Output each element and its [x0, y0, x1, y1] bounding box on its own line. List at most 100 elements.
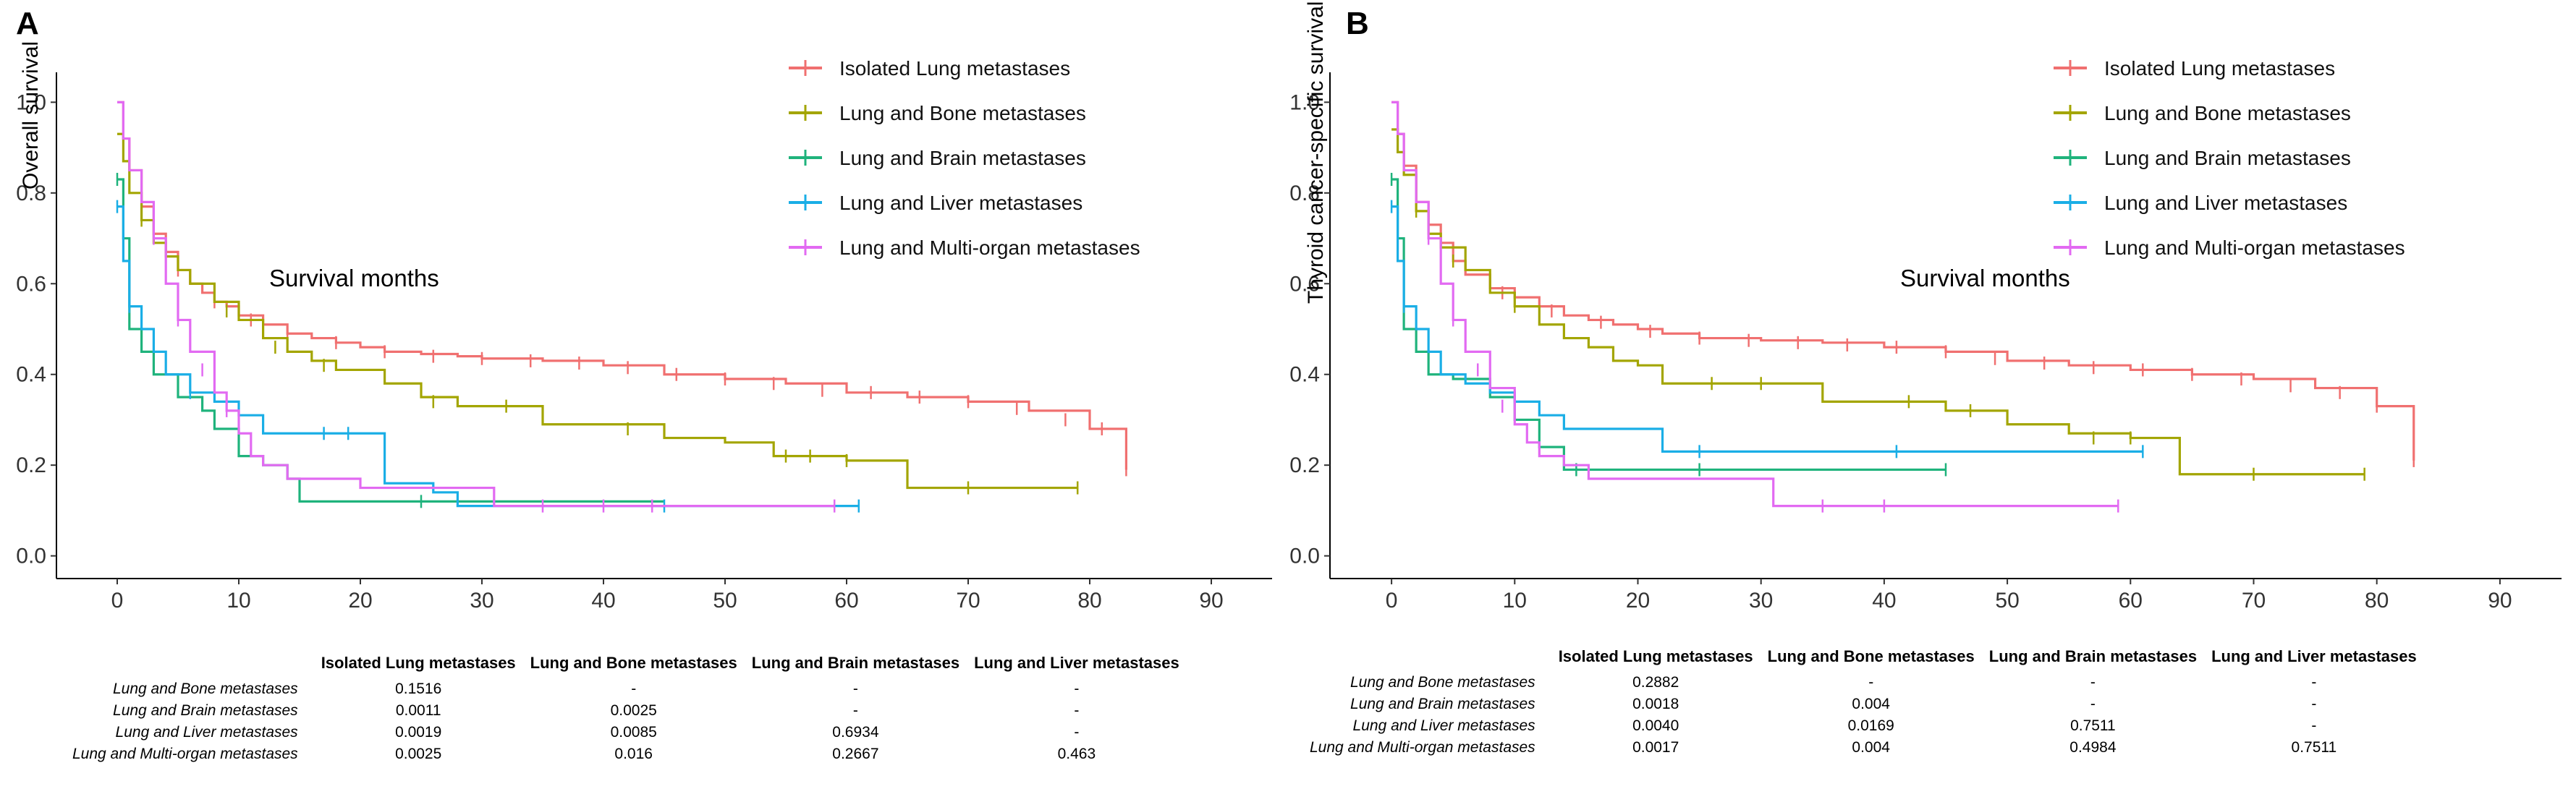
y-tick-label: 0.6 [1289, 272, 1320, 296]
x-tick-label: 40 [591, 589, 615, 613]
row-header: Lung and Brain metastases [113, 702, 298, 719]
table-cell: 0.0019 [395, 724, 442, 741]
table-corner [1302, 647, 1551, 672]
table-cell: - [1074, 724, 1080, 741]
table-row: Lung and Multi-organ metastases 0.0017 0… [1302, 737, 2424, 759]
column-header: Isolated Lung metastases [1558, 647, 1753, 665]
km-curve-isolated [117, 101, 1127, 470]
table-row: Lung and Liver metastases 0.0019 0.0085 … [65, 722, 1187, 743]
column-header: Lung and Brain metastases [1988, 647, 2198, 665]
table-cell: 0.7511 [2070, 717, 2116, 734]
x-tick-label: 20 [1626, 589, 1650, 613]
table-cell: 0.0085 [610, 724, 657, 741]
table-cell: 0.4984 [2069, 739, 2117, 756]
km-curve-brain [117, 178, 664, 503]
table-cell: 0.0018 [1632, 696, 1679, 712]
table-cell: 0.0017 [1632, 739, 1679, 756]
table-cell: 0.0025 [395, 746, 442, 762]
row-header: Lung and Multi-organ metastases [72, 746, 298, 762]
x-tick-label: 80 [1077, 589, 1101, 613]
legend-label: Lung and Liver metastases [2104, 192, 2347, 214]
x-tick-label: 70 [2242, 589, 2266, 613]
x-tick-label: 60 [2119, 589, 2143, 613]
x-tick-label: 20 [348, 589, 372, 613]
km-curve-bone [1391, 128, 2365, 476]
x-tick-label: 50 [713, 589, 737, 613]
y-tick-label: 0.6 [16, 272, 46, 296]
x-tick-label: 90 [2488, 589, 2512, 613]
x-tick-label: 0 [111, 589, 124, 613]
pvalue-table-a: Isolated Lung metastases Lung and Bone m… [65, 654, 1187, 765]
table-cell: - [2090, 696, 2096, 712]
y-axis-label-b: Thyroid cancer-specific survival [1304, 1, 1328, 304]
table-cell: 0.004 [1852, 696, 1890, 712]
legend-label: Lung and Bone metastases [839, 102, 1086, 124]
table-row: Lung and Multi-organ metastases 0.0025 0… [65, 743, 1187, 765]
column-header: Lung and Brain metastases [751, 654, 960, 672]
table-cell: - [2311, 674, 2317, 691]
x-tick-label: 50 [1995, 589, 2019, 613]
table-cell: - [852, 702, 858, 719]
table-cell: 0.1516 [395, 681, 442, 697]
panel-b: B 0.0 0.2 0.4 0.6 0.8 1.0 0 10 20 30 40 50 60 70 80 90 I… [1288, 0, 2576, 789]
x-axis-label-b: Survival months [1900, 265, 2070, 291]
panel-a: A 0.0 0.2 0.4 0.6 0.8 1.0 0 10 20 30 40 50 60 70 80 90 I… [16, 6, 1272, 765]
table-cell: 0.7511 [2291, 739, 2337, 756]
km-curve-multi [1391, 101, 2119, 508]
table-cell: 0.0040 [1632, 717, 1679, 734]
column-header: Lung and Liver metastases [974, 654, 1179, 672]
legend-label: Isolated Lung metastases [2104, 57, 2335, 80]
km-curve-liver [117, 205, 859, 508]
panel-label-b: B [1346, 6, 1369, 41]
column-header: Lung and Bone metastases [530, 654, 737, 672]
km-chart-b: 0.0 0.2 0.4 0.6 0.8 1.0 0 10 20 30 40 50 60 70 80 90 Iso… [1289, 57, 2562, 613]
row-header: Lung and Bone metastases [113, 681, 298, 697]
legend-label: Lung and Bone metastases [2104, 102, 2351, 124]
pvalue-table-b: Isolated Lung metastases Lung and Bone m… [1302, 647, 2424, 759]
column-header: Isolated Lung metastases [321, 654, 516, 672]
table-cell: - [2311, 696, 2317, 712]
panel-label-a: A [16, 6, 39, 41]
y-tick-label: 0.8 [16, 182, 46, 205]
table-cell: 0.2882 [1632, 674, 1679, 691]
row-header: Lung and Brain metastases [1350, 696, 1535, 712]
table-cell: - [631, 681, 637, 697]
table-row: Lung and Liver metastases 0.0040 0.0169 … [1302, 715, 2424, 737]
km-curve-bone [117, 132, 1078, 490]
table-cell: - [1074, 681, 1080, 697]
table-row: Lung and Bone metastases 0.2882 - - - [1302, 672, 2424, 694]
table-cell: 0.0169 [1847, 717, 1894, 734]
table-cell: - [2311, 717, 2317, 734]
table-row: Lung and Bone metastases 0.1516 - - - [65, 678, 1187, 700]
km-curve-brain [1391, 178, 1946, 472]
x-tick-label: 90 [1199, 589, 1223, 613]
table-cell: 0.463 [1057, 746, 1096, 762]
column-header: Lung and Liver metastases [2211, 647, 2417, 665]
table-row: Lung and Brain metastases 0.0011 0.0025 … [65, 700, 1187, 722]
x-tick-label: 0 [1386, 589, 1398, 613]
x-tick-label: 30 [470, 589, 493, 613]
x-tick-label: 80 [2365, 589, 2389, 613]
x-tick-label: 10 [226, 589, 250, 613]
legend-label: Lung and Liver metastases [839, 192, 1082, 214]
km-curve-liver [1391, 205, 2143, 453]
x-tick-label: 10 [1503, 589, 1527, 613]
table-cell: 0.2667 [832, 746, 879, 762]
y-axis-label-a: Overall survival [19, 40, 43, 189]
table-cell: 0.0011 [395, 702, 441, 719]
y-tick-label: 0.0 [16, 545, 46, 568]
km-chart-a: 0.0 0.2 0.4 0.6 0.8 1.0 0 10 20 30 40 50 60 70 80 90 Iso… [16, 57, 1272, 613]
table-header-row: Isolated Lung metastases Lung and Bone m… [1302, 647, 2424, 672]
legend-label: Lung and Multi-organ metastases [2104, 236, 2405, 259]
table-row: Lung and Brain metastases 0.0018 0.004 -… [1302, 694, 2424, 715]
table-cell: 0.016 [614, 746, 653, 762]
y-tick-label: 0.8 [1289, 182, 1320, 205]
km-curve-isolated [1391, 101, 2415, 461]
y-tick-label: 0.2 [16, 453, 46, 477]
table-cell: - [2090, 674, 2096, 691]
y-tick-label: 1.0 [16, 90, 46, 114]
y-tick-label: 0.2 [1289, 453, 1320, 477]
table-cell: 0.004 [1852, 739, 1890, 756]
row-header: Lung and Liver metastases [1352, 717, 1535, 734]
legend-label: Isolated Lung metastases [839, 57, 1070, 80]
